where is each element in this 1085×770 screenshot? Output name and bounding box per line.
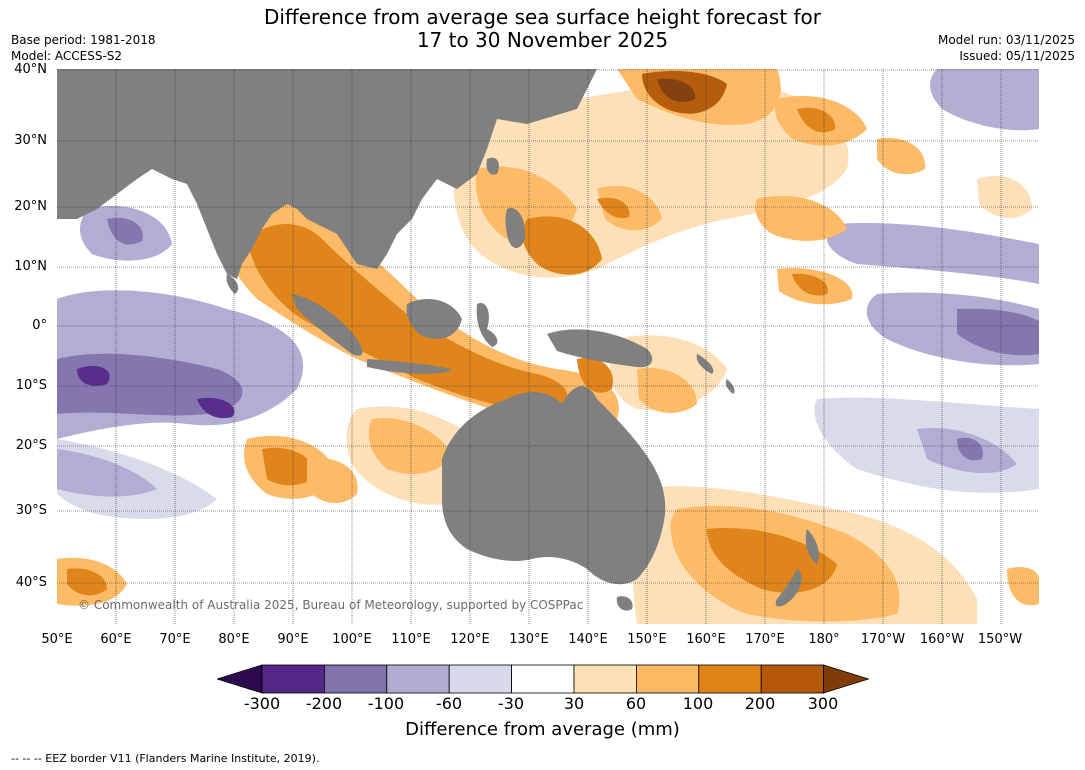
issued-date: Issued: 05/11/2025 — [959, 49, 1075, 63]
lat-label-40n: 40°N — [14, 62, 47, 77]
model-info: Base period: 1981-2018 Model: ACCESS-S2 — [11, 32, 156, 64]
lon-label-130e: 130°E — [509, 632, 549, 647]
sea-surface-height-map[interactable] — [57, 69, 1039, 624]
colorbar-segment-3 — [386, 664, 450, 694]
new-zealand-landmass — [775, 529, 819, 607]
sulawesi-landmass — [476, 303, 498, 347]
base-period: Base period: 1981-2018 — [11, 33, 156, 47]
lon-label-90e: 90°E — [277, 632, 309, 647]
australia-landmass — [442, 386, 666, 585]
lon-label-160e: 160°E — [686, 632, 726, 647]
sri-lanka-landmass — [226, 274, 239, 294]
colorbar-tick-100: 100 — [682, 694, 714, 713]
lat-label-10s: 10°S — [15, 378, 47, 393]
colorbar-tick-300: 300 — [807, 694, 839, 713]
map-title-line1: Difference from average sea surface heig… — [263, 5, 822, 29]
colorbar-arrow-low — [217, 664, 263, 694]
lon-label-180: 180° — [808, 632, 840, 647]
map-title-line2: 17 to 30 November 2025 — [416, 28, 669, 52]
colorbar-segment-6 — [573, 664, 637, 694]
land — [57, 69, 819, 611]
colorbar-tick-neg200: -200 — [305, 694, 343, 713]
colorbar-label: Difference from average (mm) — [405, 719, 680, 740]
lon-label-150w: 150°W — [977, 632, 1023, 647]
lon-label-70e: 70°E — [159, 632, 191, 647]
lon-label-170e: 170°E — [745, 632, 785, 647]
lon-label-120e: 120°E — [450, 632, 490, 647]
colorbar-segments — [217, 664, 869, 694]
new-guinea-landmass — [547, 329, 653, 368]
lon-label-170w: 170°W — [860, 632, 906, 647]
tasmania-landmass — [616, 596, 633, 611]
asia-landmass — [57, 69, 597, 279]
lon-label-160w: 160°W — [919, 632, 965, 647]
lon-label-110e: 110°E — [391, 632, 431, 647]
colorbar-tick-200: 200 — [744, 694, 776, 713]
colorbar-arrow-high — [823, 664, 869, 694]
model-run-date: Model run: 03/11/2025 — [937, 33, 1075, 47]
anomaly-field — [57, 69, 1039, 624]
java-landmass — [367, 359, 452, 374]
run-info: Model run: 03/11/2025 Issued: 05/11/2025 — [938, 32, 1075, 64]
copyright-notice: © Commonwealth of Australia 2025, Bureau… — [78, 598, 584, 612]
eez-footnote: -- -- -- EEZ border V11 (Flanders Marine… — [11, 752, 320, 765]
colorbar-segment-2 — [324, 664, 388, 694]
philippines-landmass — [505, 208, 526, 249]
colorbar-segment-7 — [635, 664, 700, 694]
lon-label-100e: 100°E — [332, 632, 372, 647]
lon-label-60e: 60°E — [100, 632, 132, 647]
colorbar-segment-8 — [698, 664, 762, 694]
colorbar-tick-neg60: -60 — [435, 694, 463, 713]
lat-label-30n: 30°N — [14, 133, 47, 148]
colorbar-tick-neg100: -100 — [367, 694, 405, 713]
lat-label-20s: 20°S — [15, 438, 47, 453]
lon-label-50e: 50°E — [41, 632, 73, 647]
lon-label-140e: 140°E — [568, 632, 608, 647]
borneo-landmass — [406, 299, 462, 339]
colorbar-segment-5 — [511, 664, 575, 694]
lat-label-20n: 20°N — [14, 199, 47, 214]
colorbar-tick-60: 60 — [625, 694, 647, 713]
colorbar — [217, 664, 869, 694]
colorbar-tick-neg30: -30 — [497, 694, 525, 713]
lat-label-10n: 10°N — [14, 259, 47, 274]
colorbar-segment-4 — [448, 664, 512, 694]
colorbar-tick-30: 30 — [563, 694, 585, 713]
gridlines — [57, 69, 1039, 624]
lat-label-40s: 40°S — [15, 575, 47, 590]
colorbar-segment-1 — [261, 664, 325, 694]
lat-label-30s: 30°S — [15, 503, 47, 518]
model-name: Model: ACCESS-S2 — [11, 49, 123, 63]
colorbar-segment-9 — [760, 664, 825, 694]
lon-label-80e: 80°E — [218, 632, 250, 647]
colorbar-tick-neg300: -300 — [243, 694, 281, 713]
lat-label-0: 0° — [32, 318, 47, 333]
sumatra-landmass — [292, 294, 363, 356]
arabia-landmass — [57, 149, 87, 194]
lon-label-150e: 150°E — [627, 632, 667, 647]
taiwan-landmass — [486, 157, 499, 175]
